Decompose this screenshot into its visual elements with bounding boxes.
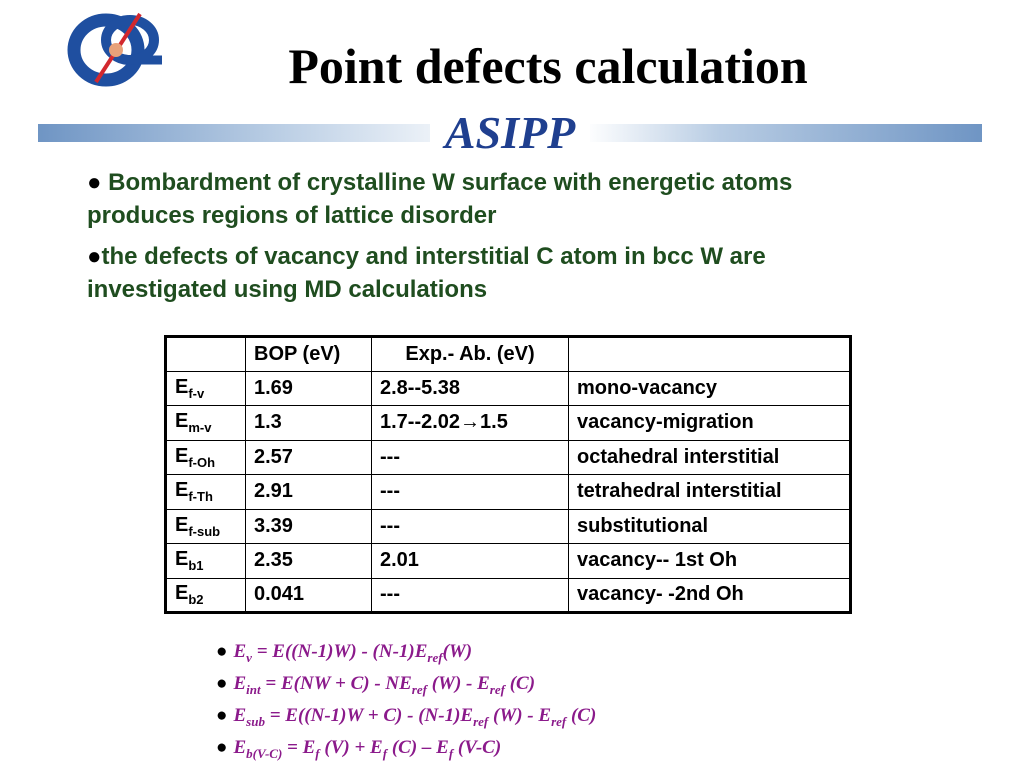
exp-value: --- — [371, 577, 569, 613]
formula-substitutional: ● Esub = E((N-1)W + C) - (N-1)Eref (W) - … — [216, 705, 597, 729]
energy-symbol: Ef-Oh — [165, 439, 246, 475]
header-cell — [568, 336, 851, 372]
bop-value: 1.69 — [245, 370, 372, 406]
exp-value: --- — [371, 439, 569, 475]
defect-description: vacancy-- 1st Oh — [568, 543, 851, 579]
bop-value: 3.39 — [245, 508, 372, 544]
exp-value: 2.8--5.38 — [371, 370, 569, 406]
bullet-item: ● Bombardment of crystalline W surface w… — [87, 166, 867, 232]
table-row: Eb2 0.041 --- vacancy- -2nd Oh — [165, 577, 851, 613]
defect-description: substitutional — [568, 508, 851, 544]
bullet-dot-icon: ● — [87, 243, 102, 270]
bullet-text: the defects of vacancy and interstitial … — [87, 243, 766, 303]
table-row: Ef-Oh 2.57 --- octahedral interstitial — [165, 439, 851, 475]
defect-description: tetrahedral interstitial — [568, 474, 851, 510]
bullet-list: ● Bombardment of crystalline W surface w… — [87, 166, 867, 314]
header-cell — [165, 336, 246, 372]
header-cell: BOP (eV) — [245, 336, 372, 372]
asipp-logo — [67, 12, 162, 87]
table-row: Eb1 2.35 2.01 vacancy-- 1st Oh — [165, 543, 851, 579]
formula-vacancy: ● Ev = E((N-1)W) - (N-1)Eref(W) — [216, 641, 473, 665]
header-cell: Exp.- Ab. (eV) — [371, 336, 569, 372]
bullet-dot-icon: ● — [216, 641, 228, 662]
slide-subtitle: ASIPP — [430, 104, 590, 162]
exp-value: --- — [371, 474, 569, 510]
slide-title: Point defects calculation — [288, 38, 808, 94]
bullet-item: ●the defects of vacancy and interstitial… — [87, 240, 867, 306]
exp-value: 2.01 — [371, 543, 569, 579]
bop-value: 2.57 — [245, 439, 372, 475]
table-row: Em-v 1.3 1.7--2.02→1.5 vacancy-migration — [165, 405, 851, 441]
defect-description: mono-vacancy — [568, 370, 851, 406]
defect-description: octahedral interstitial — [568, 439, 851, 475]
defect-description: vacancy-migration — [568, 405, 851, 441]
energy-symbol: Ef-Th — [165, 474, 246, 510]
formula-binding: ● Eb(V-C) = Ef (V) + Ef (C) – Ef (V-C) — [216, 737, 502, 761]
energy-symbol: Em-v — [165, 405, 246, 441]
exp-value: 1.7--2.02→1.5 — [371, 405, 569, 441]
defect-description: vacancy- -2nd Oh — [568, 577, 851, 613]
table-row: Ef-Th 2.91 --- tetrahedral interstitial — [165, 474, 851, 510]
bop-value: 2.91 — [245, 474, 372, 510]
defect-energy-table: BOP (eV) Exp.- Ab. (eV) Ef-v 1.69 2.8--5… — [164, 335, 852, 614]
energy-symbol: Eb1 — [165, 543, 246, 579]
bop-value: 1.3 — [245, 405, 372, 441]
table-row: Ef-v 1.69 2.8--5.38 mono-vacancy — [165, 370, 851, 406]
bullet-dot-icon: ● — [216, 673, 228, 694]
bullet-dot-icon: ● — [216, 737, 228, 758]
exp-value: --- — [371, 508, 569, 544]
energy-symbol: Ef-sub — [165, 508, 246, 544]
formula-interstitial: ● Eint = E(NW + C) - NEref (W) - Eref (C) — [216, 673, 536, 697]
table-header-row: BOP (eV) Exp.- Ab. (eV) — [165, 336, 851, 372]
bullet-dot-icon: ● — [216, 705, 228, 726]
formula-list: ● Ev = E((N-1)W) - (N-1)Eref(W) ● Eint = E… — [216, 636, 816, 764]
bullet-text: Bombardment of crystalline W surface wit… — [87, 169, 793, 229]
energy-symbol: Eb2 — [165, 577, 246, 613]
energy-symbol: Ef-v — [165, 370, 246, 406]
table-row: Ef-sub 3.39 --- substitutional — [165, 508, 851, 544]
bop-value: 0.041 — [245, 577, 372, 613]
bop-value: 2.35 — [245, 543, 372, 579]
bullet-dot-icon: ● — [87, 169, 102, 196]
